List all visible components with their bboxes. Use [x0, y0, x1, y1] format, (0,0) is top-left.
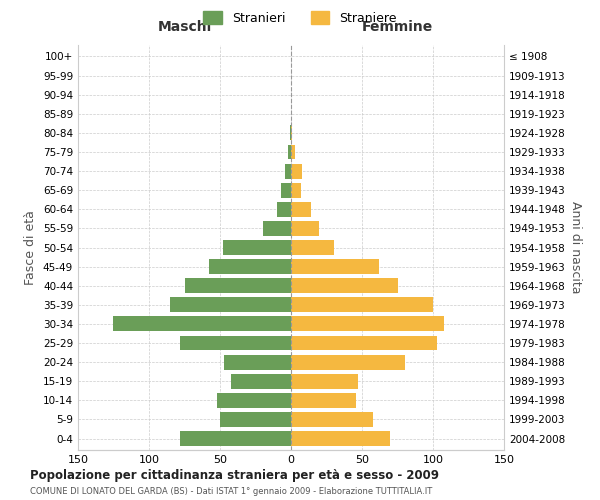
Bar: [291, 412, 373, 427]
Bar: [223, 240, 291, 255]
Bar: [291, 202, 311, 216]
Bar: [291, 182, 301, 198]
Y-axis label: Anni di nascita: Anni di nascita: [569, 201, 582, 294]
Bar: [180, 336, 291, 350]
Bar: [291, 278, 398, 293]
Legend: Stranieri, Straniere: Stranieri, Straniere: [198, 6, 402, 30]
Bar: [291, 221, 319, 236]
Bar: [291, 259, 379, 274]
Bar: [113, 316, 291, 332]
Bar: [217, 393, 291, 408]
Bar: [220, 412, 291, 427]
Bar: [232, 374, 291, 388]
Y-axis label: Fasce di età: Fasce di età: [25, 210, 37, 285]
Bar: [290, 126, 291, 140]
Bar: [291, 126, 292, 140]
Text: Femmine: Femmine: [362, 20, 433, 34]
Bar: [170, 298, 291, 312]
Bar: [185, 278, 291, 293]
Bar: [224, 354, 291, 370]
Bar: [209, 259, 291, 274]
Text: Popolazione per cittadinanza straniera per età e sesso - 2009: Popolazione per cittadinanza straniera p…: [30, 470, 439, 482]
Bar: [291, 431, 391, 446]
Bar: [286, 164, 291, 178]
Bar: [291, 144, 295, 160]
Bar: [291, 316, 445, 332]
Bar: [288, 144, 291, 160]
Bar: [291, 336, 437, 350]
Text: COMUNE DI LONATO DEL GARDA (BS) - Dati ISTAT 1° gennaio 2009 - Elaborazione TUTT: COMUNE DI LONATO DEL GARDA (BS) - Dati I…: [30, 487, 432, 496]
Bar: [291, 240, 334, 255]
Bar: [291, 298, 433, 312]
Bar: [291, 374, 358, 388]
Bar: [291, 354, 404, 370]
Bar: [291, 164, 302, 178]
Bar: [291, 393, 356, 408]
Bar: [277, 202, 291, 216]
Bar: [281, 182, 291, 198]
Text: Maschi: Maschi: [157, 20, 212, 34]
Bar: [180, 431, 291, 446]
Bar: [263, 221, 291, 236]
